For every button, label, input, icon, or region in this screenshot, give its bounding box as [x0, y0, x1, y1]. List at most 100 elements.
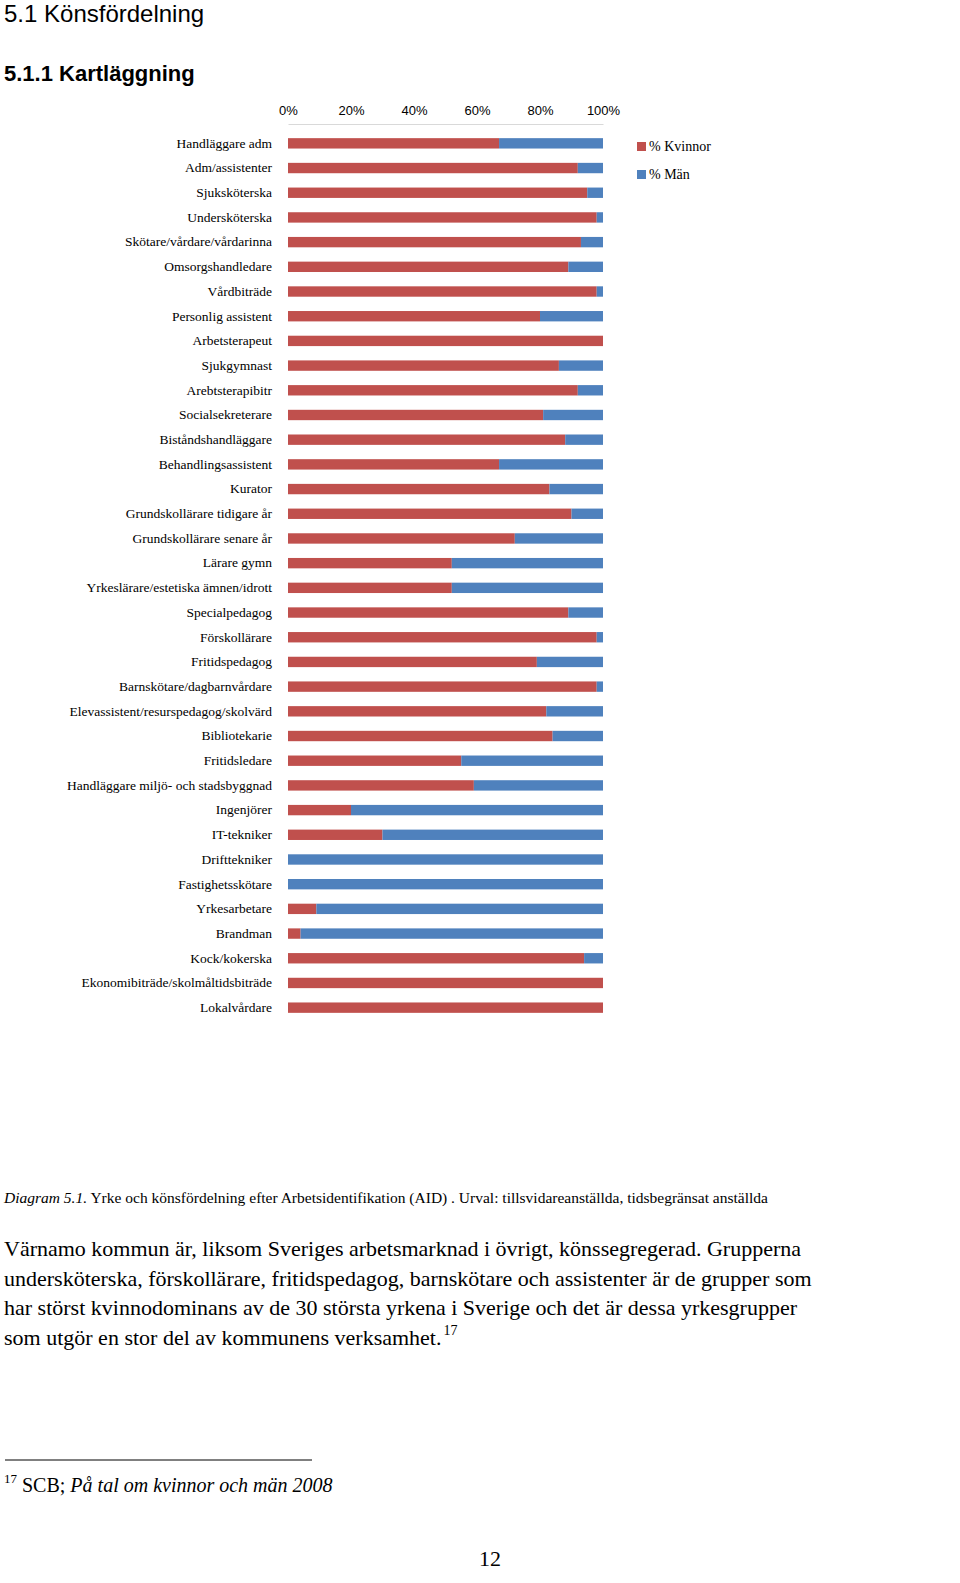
bar — [597, 286, 603, 296]
heading: 5.1 Könsfördelning — [4, 0, 204, 27]
y-tick: Vårdbiträde — [208, 284, 278, 299]
bar — [288, 410, 543, 420]
y-tick: Kock/kokerska — [190, 951, 278, 966]
category-label: Sjuksköterska — [196, 185, 272, 200]
tick-label: 100% — [587, 103, 621, 118]
bar — [559, 360, 603, 370]
bar — [288, 212, 597, 222]
y-tick: Yrkesarbetare — [196, 901, 278, 916]
y-tick: Undersköterska — [187, 210, 278, 225]
bar — [288, 237, 581, 247]
subheading: 5.1.1 Kartläggning — [4, 61, 195, 86]
bar — [540, 311, 603, 321]
bar — [568, 262, 603, 272]
bar — [288, 928, 301, 938]
bar — [288, 163, 578, 173]
category-label: Behandlingsassistent — [159, 457, 272, 472]
bar — [288, 583, 452, 593]
bar — [288, 731, 553, 741]
bar — [452, 583, 603, 593]
bar — [383, 830, 604, 840]
bar — [288, 336, 603, 346]
y-tick: IT-tekniker — [212, 827, 278, 842]
bar — [499, 459, 603, 469]
category-label: Fritidspedagog — [191, 654, 272, 669]
bar — [351, 805, 603, 815]
y-tick: Handläggare miljö- och stadsbyggnad — [67, 778, 278, 793]
y-tick: Brandman — [216, 926, 278, 941]
bar — [603, 978, 604, 988]
footnote: 17 SCB; På tal om kvinnor och män 2008 — [4, 1471, 333, 1496]
category-label: Yrkeslärare/estetiska ämnen/idrott — [86, 580, 272, 595]
x-tick: 80% — [527, 103, 553, 124]
bars — [288, 138, 603, 1013]
category-label: Undersköterska — [187, 210, 272, 225]
y-tick: Yrkeslärare/estetiska ämnen/idrott — [86, 580, 278, 595]
caption: Diagram 5.1. Yrke och könsfördelning eft… — [3, 1189, 768, 1207]
y-tick: Arbetsterapeut — [193, 333, 278, 348]
y-tick: Ingenjörer — [216, 802, 278, 817]
bar — [597, 632, 603, 642]
bar — [288, 681, 597, 691]
bar — [474, 780, 603, 790]
category-label: Elevassistent/resurspedagog/skolvärd — [70, 704, 273, 719]
bar — [288, 830, 383, 840]
category-label: Fritidsledare — [204, 753, 272, 768]
series — [288, 138, 603, 963]
y-tick: Personlig assistent — [172, 309, 278, 324]
bar — [288, 434, 565, 444]
footnote-rule — [5, 1460, 312, 1461]
bar — [546, 706, 603, 716]
category-label: Yrkesarbetare — [196, 901, 272, 916]
category-label: Grundskollärare tidigare år — [126, 506, 273, 521]
bar — [288, 756, 461, 766]
category-label: Sjukgymnast — [201, 358, 272, 373]
bar — [288, 780, 474, 790]
bar — [288, 509, 572, 519]
y-tick: Elevassistent/resurspedagog/skolvärd — [70, 704, 278, 719]
chart: 0%20%40%60%80%100%Handläggare admAdm/ass… — [67, 103, 711, 1015]
category-label: Fastighetsskötare — [178, 877, 272, 892]
y-tick: Socialsekreterare — [179, 407, 278, 422]
category-label: Handläggare miljö- och stadsbyggnad — [67, 778, 272, 793]
y-tick: Sjuksköterska — [196, 185, 278, 200]
bar — [288, 657, 537, 667]
bar — [288, 558, 452, 568]
bar — [461, 756, 603, 766]
legend: % Kvinnor% Män — [637, 139, 711, 182]
paragraph-line: har störst kvinnodominans av de 30 störs… — [4, 1295, 798, 1320]
y-tick: Biståndshandläggare — [160, 432, 278, 447]
bar — [553, 731, 603, 741]
y-tick: Adm/assistenter — [185, 160, 278, 175]
bar — [288, 632, 597, 642]
tick-label: 40% — [401, 103, 427, 118]
bar — [603, 1002, 604, 1012]
footnote-number: 17 — [4, 1471, 18, 1486]
x-tick: 20% — [338, 103, 364, 124]
y-tick: Kurator — [230, 481, 278, 496]
category-label: Omsorgshandledare — [164, 259, 272, 274]
tick-label: 20% — [338, 103, 364, 118]
bar — [549, 484, 603, 494]
bar — [452, 558, 603, 568]
bar — [288, 459, 499, 469]
y-tick: Handläggare adm — [176, 136, 278, 151]
bar — [288, 484, 549, 494]
y-tick: Lärare gymn — [203, 555, 278, 570]
y-tick: Behandlingsassistent — [159, 457, 278, 472]
x-tick: 40% — [401, 103, 427, 124]
category-label: Arbetsterapeut — [193, 333, 273, 348]
legend-swatch — [637, 170, 646, 179]
y-tick: Skötare/vårdare/vårdarinna — [125, 234, 278, 249]
bar — [316, 904, 603, 914]
tick-label: 80% — [527, 103, 553, 118]
series — [288, 138, 603, 1013]
page-number: 12 — [479, 1546, 501, 1571]
category-label: Lärare gymn — [203, 555, 273, 570]
y-tick: Grundskollärare tidigare år — [126, 506, 278, 521]
y-tick: Fritidspedagog — [191, 654, 278, 669]
y-tick: Drifttekniker — [202, 852, 278, 867]
bar — [288, 805, 351, 815]
category-label: Drifttekniker — [202, 852, 273, 867]
category-label: Vårdbiträde — [208, 284, 272, 299]
